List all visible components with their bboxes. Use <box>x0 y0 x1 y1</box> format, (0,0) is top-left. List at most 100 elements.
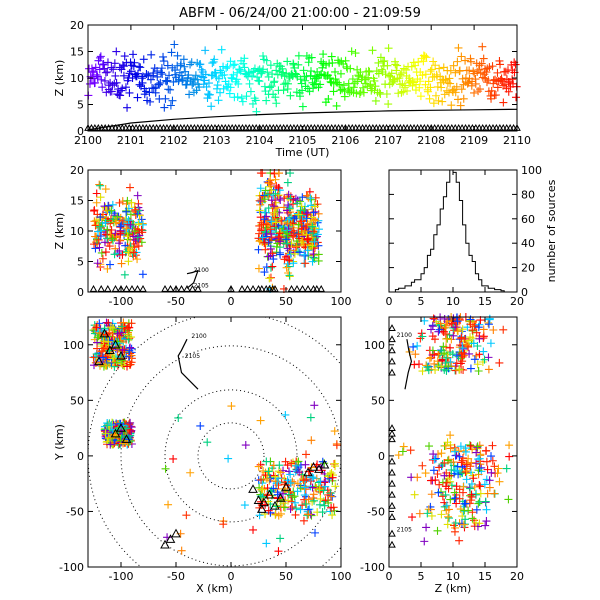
range-ring <box>197 422 265 490</box>
source-point <box>101 218 110 227</box>
source-point <box>174 75 183 84</box>
source-point <box>104 318 113 327</box>
source-point <box>96 231 105 240</box>
source-point <box>241 441 250 450</box>
height_histogram-frame <box>388 169 518 293</box>
source-point <box>284 190 293 199</box>
source-point <box>440 314 449 323</box>
source-point <box>173 51 182 60</box>
histogram-bars <box>394 169 508 293</box>
source-point <box>259 51 268 60</box>
source-point <box>121 420 130 429</box>
source-point <box>327 469 336 478</box>
source-point <box>120 270 129 279</box>
source-point <box>270 222 279 231</box>
y-tick-label: -50 <box>66 505 84 518</box>
source-point <box>330 459 339 468</box>
source-point <box>468 514 477 523</box>
source-point <box>382 90 391 99</box>
source-point <box>294 210 303 219</box>
source-point <box>482 446 491 455</box>
source-point <box>296 505 305 514</box>
source-point <box>340 92 349 101</box>
source-point <box>283 244 292 253</box>
source-point <box>484 318 493 327</box>
station-marker <box>304 284 312 292</box>
source-point <box>236 67 245 76</box>
source-point <box>134 220 143 229</box>
source-point <box>217 45 226 54</box>
source-point <box>301 485 310 494</box>
source-point <box>104 337 113 346</box>
source-point <box>496 75 505 84</box>
source-point <box>450 447 459 456</box>
source-point <box>125 69 134 78</box>
source-point <box>320 501 329 510</box>
source-point <box>455 494 464 503</box>
source-point <box>318 508 327 517</box>
source-point <box>461 444 470 453</box>
station-marker <box>287 284 296 292</box>
source-point <box>161 464 170 473</box>
x-tick-label: 0 <box>228 570 235 583</box>
source-point <box>106 433 115 442</box>
aircraft-track <box>177 338 199 390</box>
source-point <box>481 497 490 506</box>
source-point <box>259 220 268 229</box>
source-point <box>107 206 116 215</box>
source-point <box>116 222 125 231</box>
time_height-ylabel: Z (km) <box>53 60 66 97</box>
source-point <box>265 274 274 283</box>
source-point <box>108 200 117 209</box>
source-point <box>328 511 337 520</box>
frames-layer: 2100 2101 2102 2103 2104 2105 2106 2107 2108 2109… <box>53 19 558 595</box>
source-point <box>429 450 438 459</box>
x-tick-label: 20 <box>510 570 524 583</box>
source-point <box>274 191 283 200</box>
source-point <box>508 75 517 84</box>
source-point <box>413 473 422 482</box>
source-point <box>476 482 485 491</box>
source-point <box>319 50 328 59</box>
x-tick-label: 100 <box>331 570 352 583</box>
source-point <box>482 68 491 77</box>
y-tick-label: 20 <box>521 262 535 275</box>
source-point <box>308 257 317 266</box>
source-point <box>103 428 112 437</box>
source-point <box>89 353 98 362</box>
source-point <box>431 61 440 70</box>
source-point <box>115 198 124 207</box>
source-point <box>459 344 468 353</box>
source-point <box>100 76 109 85</box>
source-point <box>435 325 444 334</box>
station-marker <box>121 434 132 443</box>
source-point <box>457 334 466 343</box>
source-point <box>230 60 239 69</box>
station-marker <box>388 468 396 476</box>
station-marker <box>177 284 186 292</box>
source-point <box>278 64 287 73</box>
station-marker <box>388 457 396 465</box>
source-point <box>220 70 229 79</box>
y-tick-label: 50 <box>70 394 84 407</box>
plan_view-ylabel: Y (km) <box>53 424 66 461</box>
source-point <box>289 259 298 268</box>
source-point <box>256 184 265 193</box>
source-point <box>237 94 246 103</box>
source-point <box>233 92 242 101</box>
source-point <box>374 58 383 67</box>
source-point <box>256 475 265 484</box>
source-point <box>300 250 309 259</box>
source-point <box>438 460 447 469</box>
source-point <box>395 74 404 83</box>
x-tick-label: 2105 <box>289 134 317 147</box>
x-tick-label: 2103 <box>203 134 231 147</box>
source-point <box>451 366 460 375</box>
station-marker <box>317 284 326 292</box>
source-point <box>184 71 193 80</box>
source-point <box>116 91 125 100</box>
source-point <box>104 201 113 210</box>
source-point <box>479 54 488 63</box>
source-point <box>284 490 293 499</box>
source-point <box>264 238 273 247</box>
